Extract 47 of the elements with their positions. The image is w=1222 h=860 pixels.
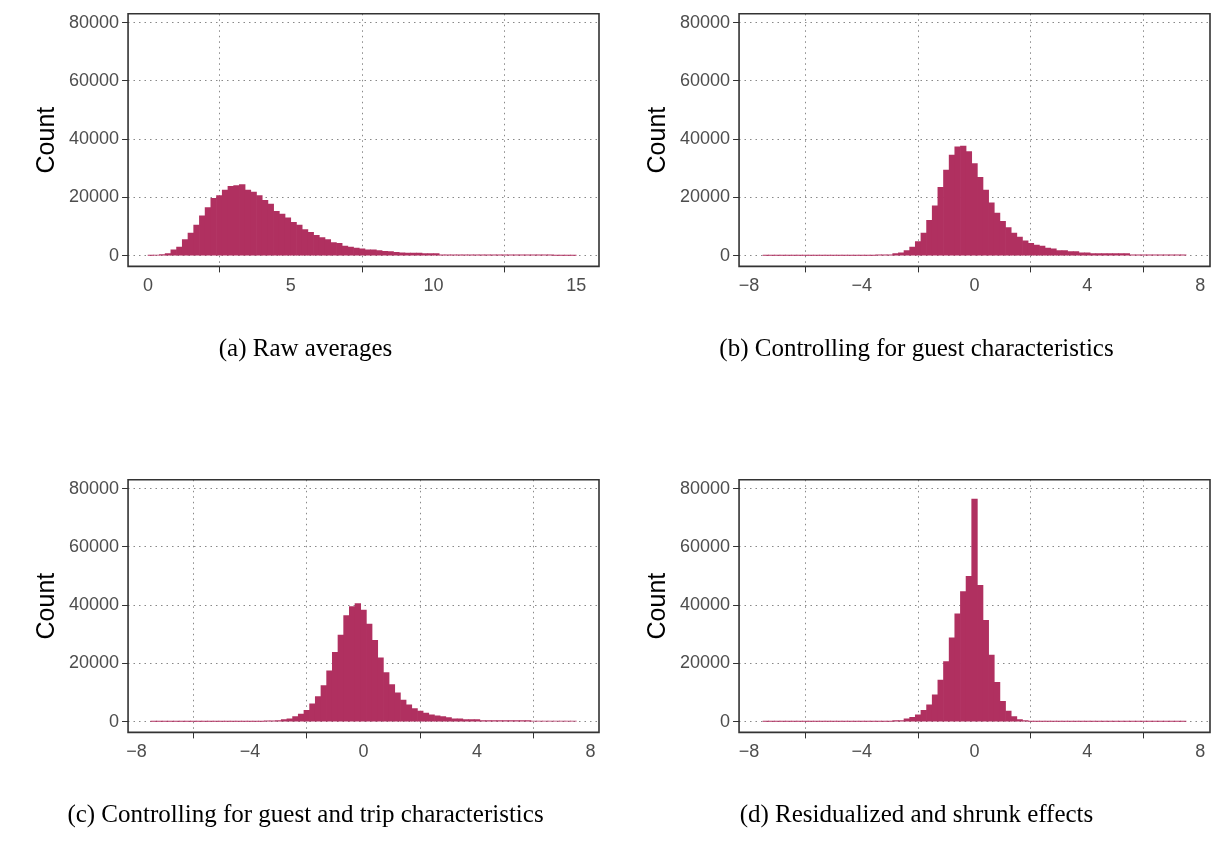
y-tick-label: 80000 bbox=[68, 477, 120, 498]
y-tick-label: 0 bbox=[109, 710, 120, 731]
x-tick-label: 0 bbox=[143, 275, 154, 296]
y-tick-label: 80000 bbox=[679, 11, 731, 32]
y-tick-label: 20000 bbox=[679, 186, 731, 207]
y-tick-label: 60000 bbox=[679, 535, 731, 556]
text: (a) Raw averages bbox=[217, 334, 394, 362]
x-tick-label: 0 bbox=[969, 741, 980, 762]
x-tick-label: −4 bbox=[851, 275, 872, 296]
y-tick-label: 40000 bbox=[68, 128, 120, 149]
x-tick-label: −8 bbox=[126, 741, 147, 762]
x-tick-label: −8 bbox=[738, 275, 760, 296]
x-tick-label: 5 bbox=[285, 275, 296, 296]
y-axis-title: Count bbox=[30, 106, 59, 174]
y-tick-label: 0 bbox=[109, 244, 120, 265]
x-tick-label: 8 bbox=[1195, 275, 1206, 296]
x-tick-label: −8 bbox=[738, 741, 760, 762]
y-tick-label: 60000 bbox=[68, 535, 120, 556]
y-tick-label: 20000 bbox=[679, 652, 731, 673]
y-axis-title: Count bbox=[641, 572, 670, 640]
text: (c) Controlling for guest and trip characteristics bbox=[66, 800, 545, 828]
x-tick-label: −4 bbox=[851, 741, 872, 762]
x-tick-label: 8 bbox=[1195, 741, 1206, 762]
text: (d) Residualized and shrunk effects bbox=[738, 800, 1095, 828]
x-tick-label: −4 bbox=[239, 741, 261, 762]
y-tick-label: 60000 bbox=[679, 69, 731, 90]
y-tick-label: 40000 bbox=[679, 594, 731, 615]
x-tick-label: 0 bbox=[358, 741, 369, 762]
y-tick-label: 60000 bbox=[68, 69, 120, 90]
x-tick-label: 10 bbox=[423, 275, 444, 296]
y-axis-title: Count bbox=[30, 572, 59, 640]
x-tick-label: 4 bbox=[1082, 741, 1093, 762]
y-tick-label: 40000 bbox=[679, 128, 731, 149]
y-tick-label: 0 bbox=[720, 710, 731, 731]
y-tick-label: 20000 bbox=[68, 186, 120, 207]
y-tick-label: 80000 bbox=[68, 11, 120, 32]
y-tick-label: 0 bbox=[720, 244, 731, 265]
x-tick-label: 4 bbox=[472, 741, 483, 762]
y-tick-label: 20000 bbox=[68, 652, 120, 673]
x-tick-label: 0 bbox=[969, 275, 980, 296]
x-tick-label: 8 bbox=[585, 741, 596, 762]
y-tick-label: 80000 bbox=[679, 477, 731, 498]
y-axis-title: Count bbox=[641, 106, 670, 174]
y-tick-label: 40000 bbox=[68, 594, 120, 615]
text: (b) Controlling for guest characteristics bbox=[718, 334, 1115, 362]
x-tick-label: 4 bbox=[1082, 275, 1093, 296]
x-tick-label: 15 bbox=[566, 275, 587, 296]
